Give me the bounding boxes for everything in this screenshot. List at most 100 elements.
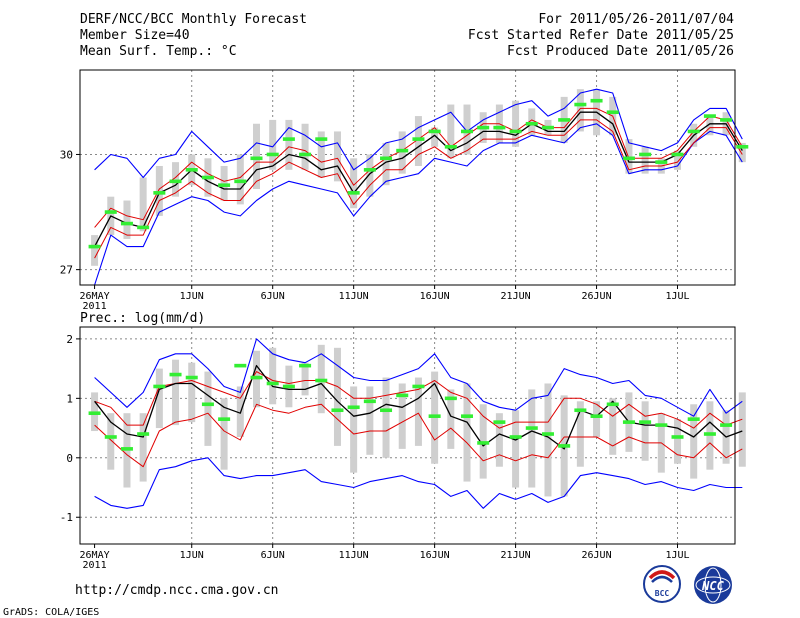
green-marker bbox=[88, 244, 101, 249]
whisker-box bbox=[253, 123, 261, 190]
whisker-box bbox=[123, 200, 131, 239]
green-marker bbox=[574, 102, 587, 107]
x-tick-sublabel: 2011 bbox=[83, 301, 107, 312]
lower-percentile-line bbox=[94, 403, 743, 468]
whisker-box bbox=[382, 142, 390, 186]
green-marker bbox=[703, 432, 716, 436]
whisker-box bbox=[155, 368, 163, 429]
whisker-box bbox=[398, 383, 406, 449]
green-marker bbox=[266, 152, 279, 157]
precip-variable-label: Prec.: log(mm/d) bbox=[80, 311, 205, 326]
x-tick-label: 6JUN bbox=[261, 550, 285, 561]
whisker-box bbox=[495, 413, 503, 467]
whisker-box bbox=[512, 410, 520, 488]
green-marker bbox=[622, 156, 635, 161]
green-marker bbox=[655, 160, 668, 164]
whisker-box bbox=[544, 383, 552, 497]
green-marker bbox=[331, 408, 344, 413]
x-tick-label: 1JUN bbox=[180, 291, 204, 302]
green-marker bbox=[428, 414, 441, 418]
green-marker bbox=[185, 375, 198, 380]
whisker-box bbox=[333, 131, 341, 182]
x-tick-label: 26MAY bbox=[80, 550, 110, 561]
x-tick-sublabel: 2011 bbox=[83, 560, 107, 571]
green-marker bbox=[477, 125, 490, 130]
green-marker bbox=[720, 423, 733, 427]
x-tick-label: 1JUL bbox=[665, 291, 689, 302]
green-marker bbox=[477, 441, 490, 445]
green-marker bbox=[606, 402, 619, 407]
green-marker bbox=[234, 179, 247, 184]
green-marker bbox=[558, 118, 571, 122]
whisker-box bbox=[301, 362, 309, 396]
x-tick-label: 21JUN bbox=[501, 550, 531, 561]
green-marker bbox=[412, 384, 425, 389]
forecast-produced-date: Fcst Produced Date 2011/05/26 bbox=[507, 44, 734, 59]
whisker-box bbox=[285, 119, 293, 170]
whisker-box bbox=[172, 359, 180, 426]
green-marker bbox=[606, 110, 619, 115]
whisker-box bbox=[576, 89, 584, 132]
whisker-box bbox=[609, 398, 617, 455]
green-marker bbox=[282, 137, 295, 141]
forecast-period: For 2011/05/26-2011/07/04 bbox=[538, 12, 734, 27]
y-tick-label: 0 bbox=[66, 452, 73, 465]
green-marker bbox=[266, 381, 279, 386]
green-marker bbox=[639, 420, 652, 424]
green-marker bbox=[185, 168, 198, 172]
plot-frame bbox=[79, 326, 736, 545]
website-url[interactable]: http://cmdp.ncc.cma.gov.cn bbox=[75, 583, 279, 598]
whisker-box bbox=[382, 377, 390, 458]
green-marker bbox=[250, 375, 263, 380]
green-marker bbox=[541, 125, 554, 130]
green-marker bbox=[687, 417, 700, 421]
green-marker bbox=[396, 393, 409, 398]
bcc-logo: BCC bbox=[643, 565, 681, 603]
y-tick-label: 2 bbox=[66, 333, 73, 346]
whisker-box bbox=[625, 139, 633, 174]
green-marker bbox=[687, 129, 700, 134]
green-marker bbox=[120, 447, 133, 451]
whisker-box bbox=[91, 235, 99, 266]
y-tick-label: 30 bbox=[60, 148, 73, 161]
green-marker bbox=[363, 168, 376, 172]
header-left: DERF/NCC/BCC Monthly Forecast Member Siz… bbox=[80, 12, 307, 60]
green-marker bbox=[201, 402, 214, 407]
whisker-box bbox=[706, 116, 714, 136]
green-marker bbox=[428, 129, 441, 134]
whisker-box bbox=[204, 371, 212, 446]
green-marker bbox=[347, 191, 360, 195]
y-tick-label: 27 bbox=[60, 264, 73, 277]
whisker-box bbox=[528, 108, 536, 136]
whisker-box bbox=[447, 104, 455, 159]
x-tick-label: 16JUN bbox=[420, 291, 450, 302]
whisker-box bbox=[301, 123, 309, 170]
chart-title: DERF/NCC/BCC Monthly Forecast bbox=[80, 12, 307, 27]
green-marker bbox=[299, 363, 312, 368]
green-marker bbox=[218, 183, 231, 187]
whisker-box bbox=[236, 154, 244, 205]
header-right: For 2011/05/26-2011/07/04 Fcst Started R… bbox=[468, 12, 734, 60]
whisker-box bbox=[220, 398, 228, 470]
green-marker bbox=[541, 432, 554, 436]
whisker-box bbox=[317, 131, 325, 178]
whisker-box bbox=[738, 392, 746, 467]
green-marker bbox=[622, 420, 635, 424]
whisker-box bbox=[107, 413, 115, 470]
whisker-box bbox=[674, 150, 682, 170]
x-tick-label: 26JUN bbox=[581, 291, 611, 302]
ensemble-min-line bbox=[94, 123, 743, 286]
green-marker bbox=[493, 420, 506, 424]
green-marker bbox=[299, 152, 312, 157]
grads-credit: GrADS: COLA/IGES bbox=[3, 607, 99, 618]
whisker-box bbox=[350, 158, 358, 209]
green-marker bbox=[153, 191, 166, 195]
x-tick-label: 26JUN bbox=[581, 550, 611, 561]
member-size: Member Size=40 bbox=[80, 28, 190, 43]
ncc-logo: NCC bbox=[694, 566, 732, 604]
x-tick-label: 26MAY bbox=[80, 291, 110, 302]
whisker-box bbox=[576, 401, 584, 467]
green-marker bbox=[234, 363, 247, 368]
ensemble-min-line bbox=[94, 457, 743, 509]
